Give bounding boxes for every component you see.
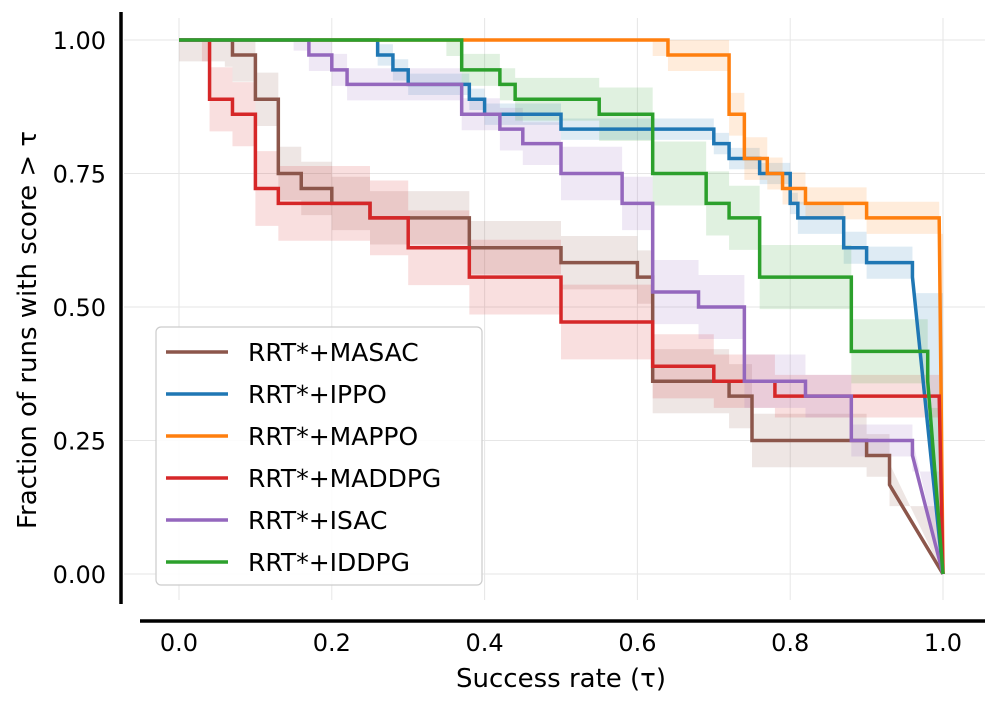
- legend-entry-2: RRT*+MAPPO: [248, 422, 418, 451]
- x-tick-label: 0.8: [771, 629, 809, 657]
- band-5: [179, 40, 943, 574]
- series-line-2: [179, 38, 945, 575]
- x-tick-label: 1.0: [924, 629, 962, 657]
- legend-entry-5: RRT*+IDDPG: [248, 548, 410, 577]
- y-tick-label: 0.50: [53, 294, 106, 322]
- y-axis-label: Fraction of runs with score > τ: [13, 131, 43, 529]
- legend-entry-3: RRT*+MADDPG: [248, 464, 441, 493]
- x-tick-label: 0.0: [160, 629, 198, 657]
- axes: [119, 12, 985, 623]
- legend-entry-4: RRT*+ISAC: [248, 506, 387, 535]
- series-line-5: [179, 38, 945, 575]
- x-tick-label: 0.6: [618, 629, 656, 657]
- y-tick-label: 0.75: [53, 161, 106, 189]
- series-line-1: [179, 38, 945, 575]
- x-axis-label: Success rate (τ): [456, 664, 666, 694]
- y-tick-label: 0.00: [53, 561, 106, 589]
- x-ticks: 0.0 0.2 0.4 0.6 0.8 1.0: [160, 629, 962, 657]
- legend-entry-0: RRT*+MASAC: [248, 338, 419, 367]
- band-2: [179, 40, 943, 574]
- legend-box: [155, 326, 483, 586]
- legend-entry-1: RRT*+IPPO: [248, 380, 387, 409]
- series-line-3: [179, 38, 945, 575]
- x-tick-label: 0.4: [466, 629, 504, 657]
- y-tick-label: 1.00: [53, 27, 106, 55]
- y-tick-label: 0.25: [53, 428, 106, 456]
- series-lines: [179, 38, 945, 575]
- series-line-4: [179, 38, 945, 575]
- y-ticks: 0.00 0.25 0.50 0.75 1.00: [53, 27, 106, 589]
- x-tick-label: 0.2: [313, 629, 351, 657]
- legend: RRT*+MASAC RRT*+IPPO RRT*+MAPPO RRT*+MADDPG…: [155, 326, 483, 586]
